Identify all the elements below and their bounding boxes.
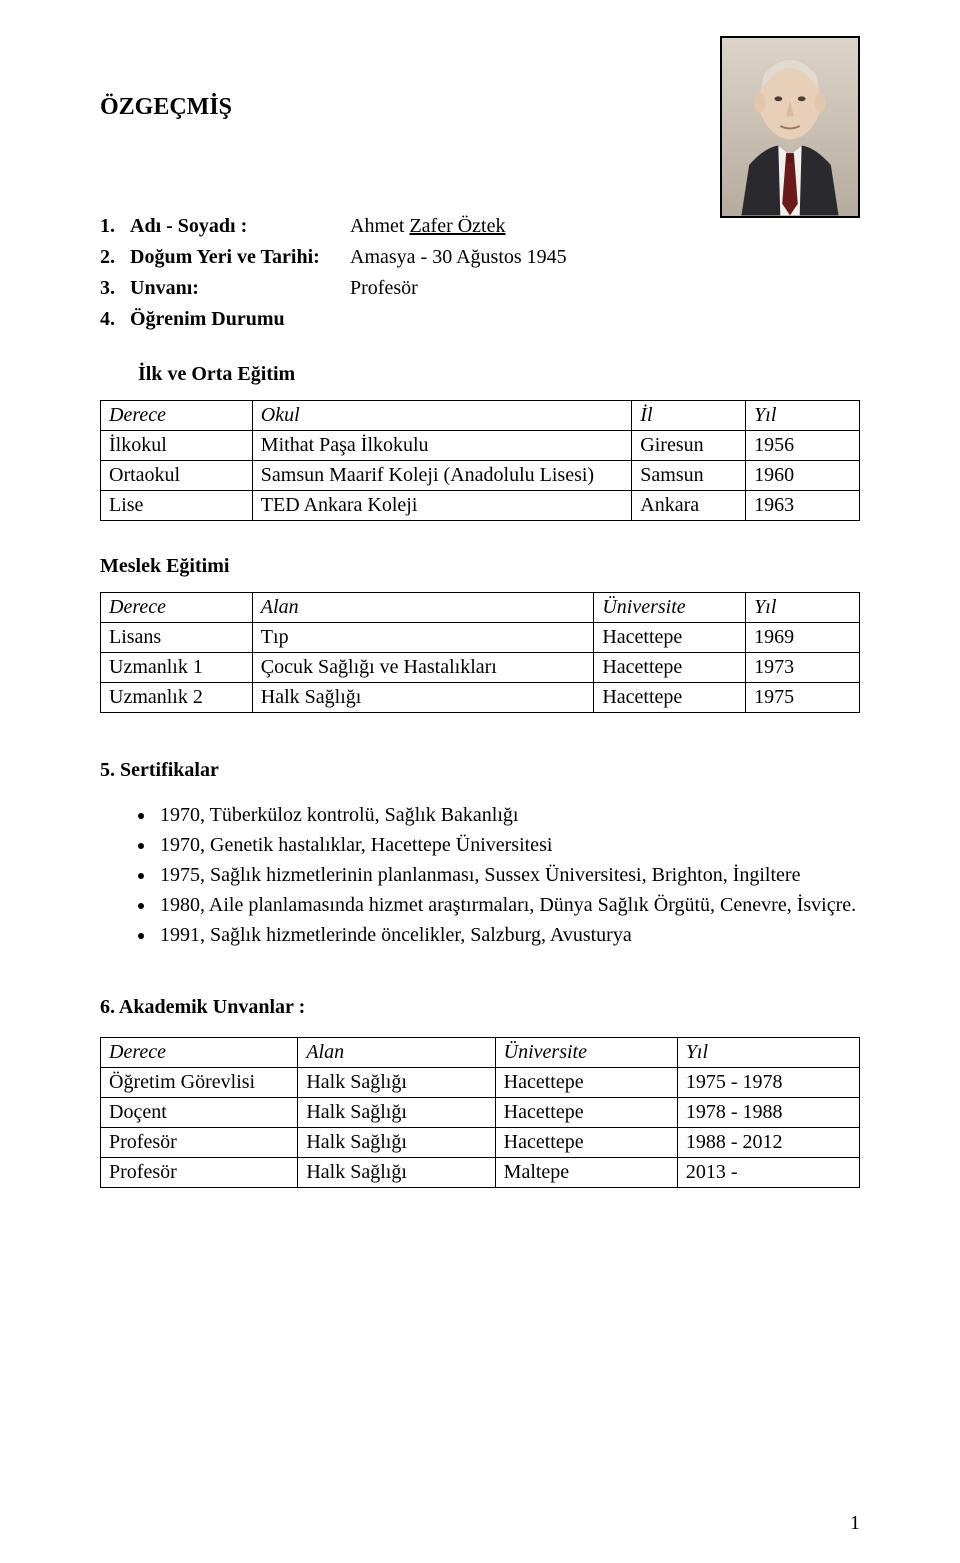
section6-heading: 6. Akademik Unvanlar : <box>100 996 860 1019</box>
info-num: 4. <box>100 304 130 335</box>
td: 1988 - 2012 <box>677 1128 859 1158</box>
td: Halk Sağlığı <box>298 1158 495 1188</box>
table-row: Uzmanlık 1 Çocuk Sağlığı ve Hastalıkları… <box>101 653 860 683</box>
table-row: Ortaokul Samsun Maarif Koleji (Anadolulu… <box>101 461 860 491</box>
info-label: Doğum Yeri ve Tarihi: <box>130 242 350 273</box>
prof-edu-table: Derece Alan Üniversite Yıl Lisans Tıp Ha… <box>100 592 860 713</box>
td: Hacettepe <box>594 653 746 683</box>
th: Yıl <box>746 593 860 623</box>
certificates-list: 1970, Tüberküloz kontrolü, Sağlık Bakanl… <box>100 800 860 950</box>
th: Yıl <box>677 1038 859 1068</box>
td: Hacettepe <box>495 1098 677 1128</box>
td: Halk Sağlığı <box>298 1098 495 1128</box>
td: Hacettepe <box>495 1128 677 1158</box>
info-num: 3. <box>100 273 130 304</box>
table-header-row: Derece Alan Üniversite Yıl <box>101 1038 860 1068</box>
td: 1969 <box>746 623 860 653</box>
page-number: 1 <box>850 1512 860 1535</box>
list-item: 1970, Tüberküloz kontrolü, Sağlık Bakanl… <box>156 800 860 830</box>
td: Uzmanlık 2 <box>101 683 253 713</box>
info-num: 1. <box>100 211 130 242</box>
td: Hacettepe <box>495 1068 677 1098</box>
td: 1973 <box>746 653 860 683</box>
td: Profesör <box>101 1158 298 1188</box>
table-row: Uzmanlık 2 Halk Sağlığı Hacettepe 1975 <box>101 683 860 713</box>
td: 1956 <box>746 431 860 461</box>
th: Alan <box>252 593 594 623</box>
td: Hacettepe <box>594 623 746 653</box>
td: Çocuk Sağlığı ve Hastalıkları <box>252 653 594 683</box>
list-item: 1975, Sağlık hizmetlerinin planlanması, … <box>156 860 860 890</box>
td: Profesör <box>101 1128 298 1158</box>
list-item: 1970, Genetik hastalıklar, Hacettepe Üni… <box>156 830 860 860</box>
prof-edu-heading: Meslek Eğitimi <box>100 555 860 578</box>
academic-titles-table: Derece Alan Üniversite Yıl Öğretim Görev… <box>100 1037 860 1188</box>
td: Lisans <box>101 623 253 653</box>
info-label: Adı - Soyadı : <box>130 211 350 242</box>
td: 1960 <box>746 461 860 491</box>
th: Üniversite <box>495 1038 677 1068</box>
info-num: 2. <box>100 242 130 273</box>
name-underlined: Zafer Öztek <box>409 215 505 237</box>
personal-info-list: 1. Adı - Soyadı : Ahmet Zafer Öztek 2. D… <box>100 211 860 335</box>
td: İlkokul <box>101 431 253 461</box>
td: Doçent <box>101 1098 298 1128</box>
primary-edu-heading: İlk ve Orta Eğitim <box>138 363 860 386</box>
td: Hacettepe <box>594 683 746 713</box>
td: TED Ankara Koleji <box>252 491 632 521</box>
td: 2013 - <box>677 1158 859 1188</box>
table-row: Profesör Halk Sağlığı Hacettepe 1988 - 2… <box>101 1128 860 1158</box>
td: Halk Sağlığı <box>298 1068 495 1098</box>
info-value: Amasya - 30 Ağustos 1945 <box>350 242 860 273</box>
td: Halk Sağlığı <box>252 683 594 713</box>
td: Giresun <box>632 431 746 461</box>
info-label: Unvanı: <box>130 273 350 304</box>
th: Alan <box>298 1038 495 1068</box>
info-value <box>350 304 860 335</box>
td: Uzmanlık 1 <box>101 653 253 683</box>
td: Ortaokul <box>101 461 253 491</box>
th: Derece <box>101 1038 298 1068</box>
td: 1975 - 1978 <box>677 1068 859 1098</box>
profile-photo <box>720 36 860 218</box>
section5-heading: 5. Sertifikalar <box>100 759 860 782</box>
td: Lise <box>101 491 253 521</box>
table-row: Lisans Tıp Hacettepe 1969 <box>101 623 860 653</box>
info-value: Profesör <box>350 273 860 304</box>
table-header-row: Derece Okul İl Yıl <box>101 401 860 431</box>
td: Samsun <box>632 461 746 491</box>
info-row-birth: 2. Doğum Yeri ve Tarihi: Amasya - 30 Ağu… <box>100 242 860 273</box>
table-row: Lise TED Ankara Koleji Ankara 1963 <box>101 491 860 521</box>
th: Üniversite <box>594 593 746 623</box>
primary-edu-table: Derece Okul İl Yıl İlkokul Mithat Paşa İ… <box>100 400 860 521</box>
td: Öğretim Görevlisi <box>101 1068 298 1098</box>
td: 1975 <box>746 683 860 713</box>
td: Samsun Maarif Koleji (Anadolulu Lisesi) <box>252 461 632 491</box>
table-header-row: Derece Alan Üniversite Yıl <box>101 593 860 623</box>
th: Derece <box>101 401 253 431</box>
td: Mithat Paşa İlkokulu <box>252 431 632 461</box>
td: 1963 <box>746 491 860 521</box>
list-item: 1980, Aile planlamasında hizmet araştırm… <box>156 890 860 920</box>
td: Halk Sağlığı <box>298 1128 495 1158</box>
name-prefix: Ahmet <box>350 215 409 237</box>
th: Yıl <box>746 401 860 431</box>
person-icon <box>722 38 858 216</box>
td: 1978 - 1988 <box>677 1098 859 1128</box>
th: Okul <box>252 401 632 431</box>
table-row: Öğretim Görevlisi Halk Sağlığı Hacettepe… <box>101 1068 860 1098</box>
table-row: İlkokul Mithat Paşa İlkokulu Giresun 195… <box>101 431 860 461</box>
table-row: Profesör Halk Sağlığı Maltepe 2013 - <box>101 1158 860 1188</box>
table-row: Doçent Halk Sağlığı Hacettepe 1978 - 198… <box>101 1098 860 1128</box>
th: Derece <box>101 593 253 623</box>
info-label: Öğrenim Durumu <box>130 304 350 335</box>
list-item: 1991, Sağlık hizmetlerinde öncelikler, S… <box>156 920 860 950</box>
info-row-education: 4. Öğrenim Durumu <box>100 304 860 335</box>
td: Ankara <box>632 491 746 521</box>
info-row-title: 3. Unvanı: Profesör <box>100 273 860 304</box>
th: İl <box>632 401 746 431</box>
td: Tıp <box>252 623 594 653</box>
td: Maltepe <box>495 1158 677 1188</box>
cv-page: ÖZGEÇMİŞ 1. Adı - Soyadı : Ahmet Zafer Ö… <box>0 0 960 1563</box>
